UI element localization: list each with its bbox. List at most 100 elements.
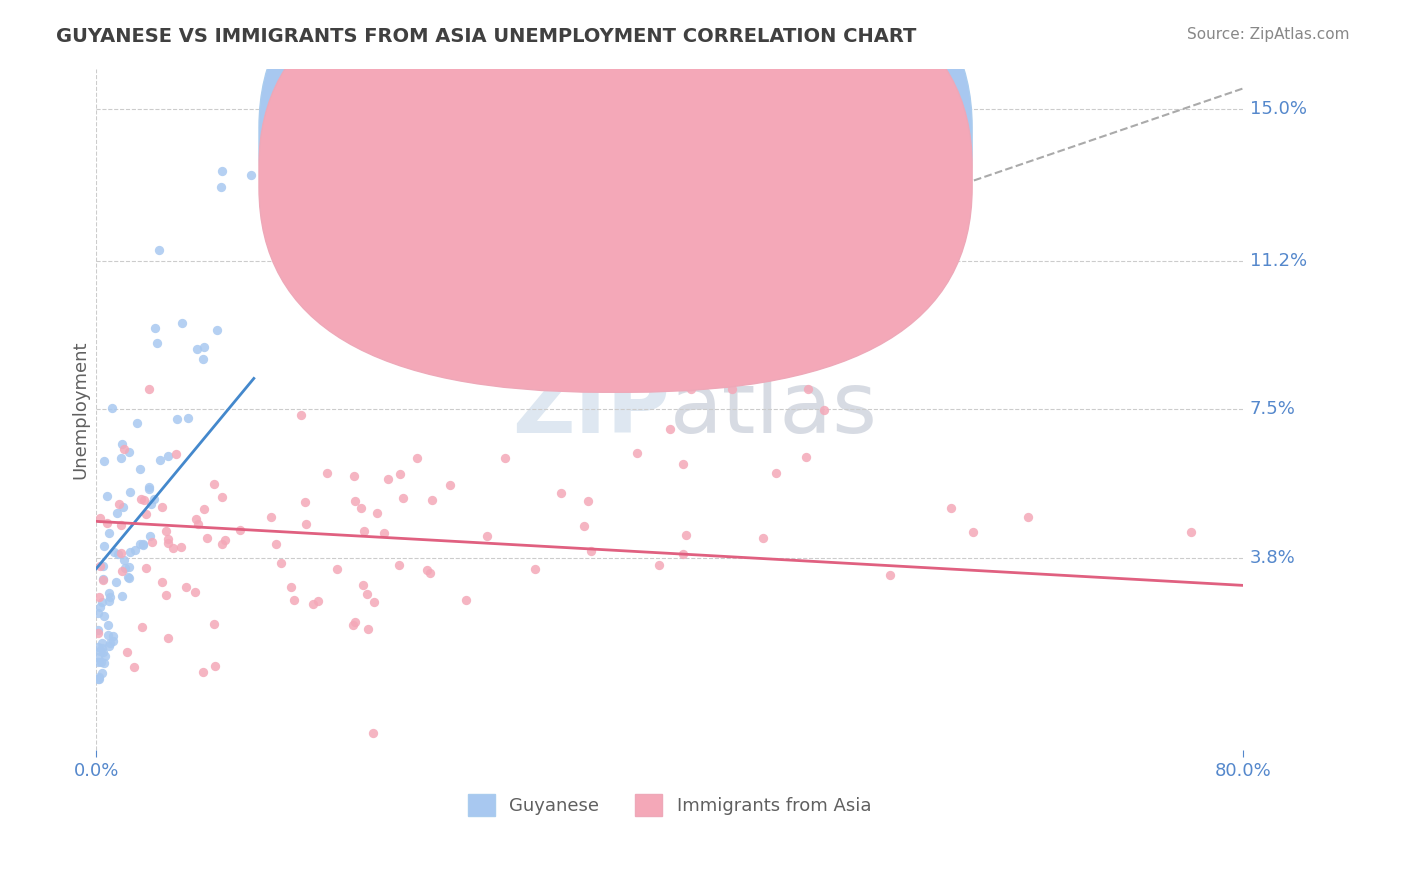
Point (176, 410, 198, 425)
Text: 3.8%: 3.8% (1250, 549, 1295, 566)
Text: GUYANESE VS IMMIGRANTS FROM ASIA UNEMPLOYMENT CORRELATION CHART: GUYANESE VS IMMIGRANTS FROM ASIA UNEMPLO… (56, 27, 917, 45)
Point (131, 619, 153, 633)
Point (343, 493, 366, 508)
Point (129, 461, 152, 475)
Point (204, 477, 226, 491)
Point (87, 670, 110, 684)
Point (659, 422, 682, 436)
Point (118, 559, 141, 574)
Point (229, 524, 252, 538)
Point (174, 580, 197, 594)
Point (187, 516, 209, 531)
Point (366, 506, 388, 520)
Point (302, 597, 325, 611)
Point (90, 665, 112, 680)
Point (172, 317, 194, 331)
Point (132, 537, 155, 551)
Point (93, 454, 115, 468)
Point (97, 594, 120, 608)
Point (93, 657, 115, 671)
Point (150, 574, 173, 589)
Point (112, 552, 135, 566)
Point (165, 447, 187, 461)
Point (879, 567, 901, 582)
Point (96, 489, 118, 503)
Point (353, 578, 375, 592)
Point (523, 562, 546, 576)
Point (124, 543, 146, 558)
Point (672, 547, 695, 561)
Point (87, 672, 110, 686)
Point (87, 640, 110, 654)
Point (184, 512, 207, 526)
Point (141, 534, 163, 549)
Point (648, 558, 671, 572)
Point (148, 244, 170, 258)
Point (214, 533, 236, 548)
Point (135, 507, 157, 521)
Point (494, 451, 516, 466)
Point (91, 645, 114, 659)
Point (93, 558, 115, 573)
Point (205, 323, 228, 337)
Point (114, 561, 136, 575)
Point (326, 562, 349, 576)
Point (962, 524, 984, 539)
Point (193, 341, 215, 355)
Point (156, 533, 179, 547)
Point (342, 618, 364, 632)
Point (86, 623, 108, 637)
Text: R = -0.207   N= 104: R = -0.207 N= 104 (612, 165, 780, 183)
Point (98, 526, 121, 541)
Point (110, 546, 132, 560)
Point (170, 541, 193, 555)
Text: R =  0.343   N=  77: R = 0.343 N= 77 (612, 128, 775, 145)
Point (96, 516, 118, 530)
Point (191, 665, 214, 679)
Point (145, 336, 167, 351)
Point (675, 528, 697, 542)
Point (93, 649, 115, 664)
Point (103, 544, 125, 558)
Point (350, 501, 373, 516)
Point (131, 492, 153, 507)
Point (157, 632, 180, 646)
Point (211, 536, 233, 550)
Point (89, 643, 111, 657)
Point (813, 402, 835, 417)
Point (260, 510, 283, 524)
Point (138, 480, 160, 494)
Point (89, 599, 111, 614)
Point (101, 629, 124, 643)
FancyBboxPatch shape (259, 0, 972, 353)
Point (356, 587, 378, 601)
Point (97, 628, 120, 642)
Point (420, 492, 443, 507)
Point (86, 606, 108, 620)
Point (141, 497, 163, 511)
Text: atlas: atlas (669, 368, 877, 450)
Point (475, 529, 498, 543)
Point (294, 494, 316, 508)
Point (357, 623, 380, 637)
Point (419, 566, 441, 581)
Point (155, 588, 177, 602)
Point (90, 641, 112, 656)
Point (797, 382, 820, 396)
Point (107, 547, 129, 561)
Point (101, 633, 124, 648)
Point (138, 528, 160, 542)
Point (91, 595, 114, 609)
Point (576, 493, 599, 508)
Point (87, 650, 110, 665)
Point (209, 180, 232, 194)
Point (149, 452, 172, 467)
Point (118, 571, 141, 585)
Point (127, 416, 149, 430)
Point (112, 442, 135, 457)
Point (1017, 509, 1039, 524)
Point (138, 483, 160, 497)
Point (129, 536, 152, 550)
Point (124, 660, 146, 674)
Point (672, 457, 695, 471)
